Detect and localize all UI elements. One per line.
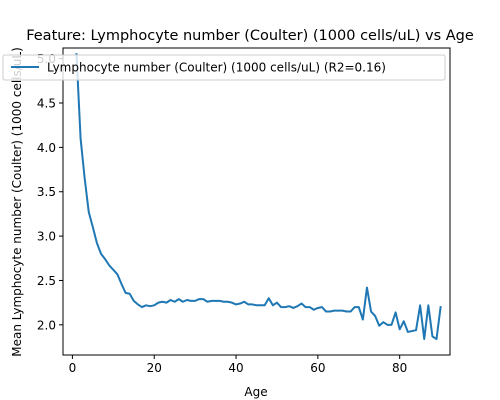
legend: Lymphocyte number (Coulter) (1000 cells/… [2, 54, 446, 81]
y-axis-label: Mean Lymphocyte number (Coulter) (1000 c… [10, 47, 24, 357]
y-tick-label: 4.0 [37, 141, 56, 155]
legend-label: Lymphocyte number (Coulter) (1000 cells/… [47, 61, 386, 75]
y-tick-label: 2.5 [37, 274, 56, 288]
x-tick-label: 60 [310, 361, 325, 375]
y-tick-label: 2.0 [37, 318, 56, 332]
y-tick-label: 4.5 [37, 97, 56, 111]
series-line [75, 53, 442, 341]
plot-area [75, 53, 442, 341]
x-tick-label: 40 [228, 361, 243, 375]
x-tick-label: 20 [147, 361, 162, 375]
legend-frame [2, 54, 446, 81]
x-axis-label: Age [244, 385, 267, 399]
x-tick-label: 80 [392, 361, 407, 375]
y-tick-label: 3.0 [37, 230, 56, 244]
x-tick-label: 0 [69, 361, 77, 375]
chart-title: Feature: Lymphocyte number (Coulter) (10… [26, 28, 474, 44]
plot-frame [62, 47, 451, 356]
y-tick-label: 3.5 [37, 185, 56, 199]
